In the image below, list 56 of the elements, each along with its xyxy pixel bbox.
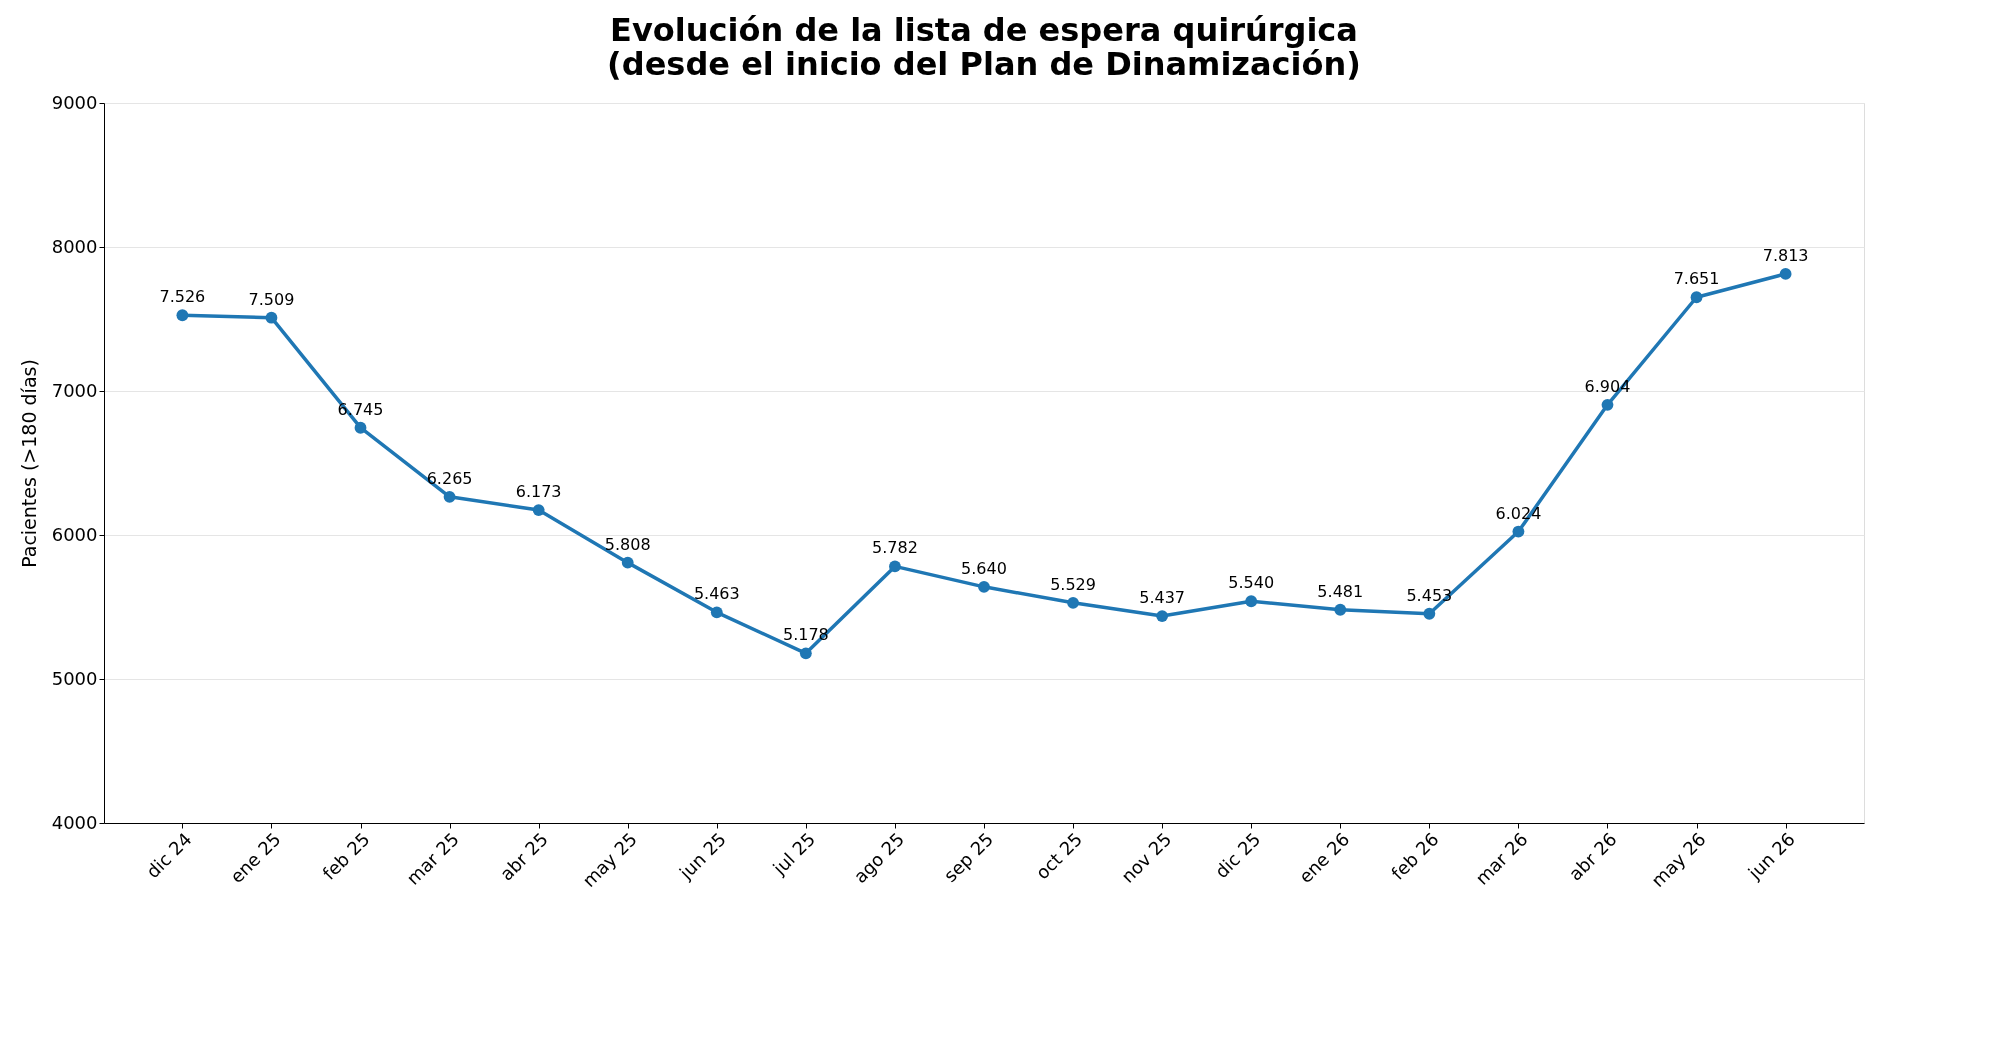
chart-title: Evolución de la lista de espera quirúrgica (desde el inicio del Plan de Dinamización) <box>607 11 1361 83</box>
text: 5.540 <box>1228 573 1275 593</box>
y-tick-label: 8000 <box>51 235 98 257</box>
point <box>354 421 367 434</box>
x-tick-label: sep 25 <box>939 828 998 887</box>
text: 5.782 <box>872 538 918 558</box>
text: 5.481 <box>1317 581 1364 601</box>
text: 6.265 <box>426 468 473 488</box>
x-tick-label: oct 25 <box>1031 828 1087 884</box>
x-tick-label: ago 25 <box>849 828 909 888</box>
point <box>1601 398 1614 411</box>
x-tick-label: feb 26 <box>1387 828 1443 884</box>
y-tick-label: 4000 <box>51 811 98 833</box>
x-tick-label: nov 25 <box>1116 828 1176 887</box>
x-tick-label: jun 26 <box>1743 828 1799 884</box>
text: 5.640 <box>961 558 1007 578</box>
x-tick-label: abr 26 <box>1564 828 1621 885</box>
text: 5.808 <box>604 534 651 554</box>
y-tick-label: 9000 <box>51 91 98 113</box>
y-tick-label: 7000 <box>51 379 98 401</box>
text: 7.651 <box>1673 269 1720 289</box>
point <box>799 647 812 660</box>
point <box>1423 607 1436 620</box>
point <box>1156 610 1169 622</box>
text: 6.173 <box>515 482 562 502</box>
x-tick-label: dic 25 <box>1210 828 1265 883</box>
point <box>1779 268 1792 280</box>
point <box>710 606 723 619</box>
text: 7.509 <box>248 289 295 309</box>
point <box>265 311 278 324</box>
point <box>176 309 189 322</box>
x-tick-label: ene 25 <box>225 828 285 888</box>
point <box>1512 525 1525 538</box>
x-tick-label: jun 25 <box>674 828 731 884</box>
x-tick-label: abr 25 <box>495 828 552 885</box>
point <box>443 490 456 503</box>
text: 5.463 <box>693 584 740 604</box>
x-tick-label: jul 25 <box>768 828 820 880</box>
y-tick-label: 5000 <box>51 667 98 689</box>
y-axis-title: Pacientes (>180 días) <box>17 359 40 568</box>
point <box>621 556 634 569</box>
point <box>978 580 990 593</box>
point <box>532 504 545 516</box>
text: 7.813 <box>1762 245 1809 265</box>
text: 5.529 <box>1050 574 1096 594</box>
text: 5.437 <box>1139 588 1186 608</box>
x-tick-label: dic 24 <box>141 828 196 883</box>
text: 7.526 <box>159 287 206 307</box>
x-tick-label: feb 25 <box>318 828 374 884</box>
point <box>1245 595 1258 608</box>
point <box>1067 596 1079 609</box>
y-tick-label: 6000 <box>51 523 98 545</box>
point <box>889 560 901 573</box>
x-tick-label: ene 26 <box>1294 828 1354 888</box>
point <box>1334 603 1347 616</box>
point <box>1690 291 1703 304</box>
